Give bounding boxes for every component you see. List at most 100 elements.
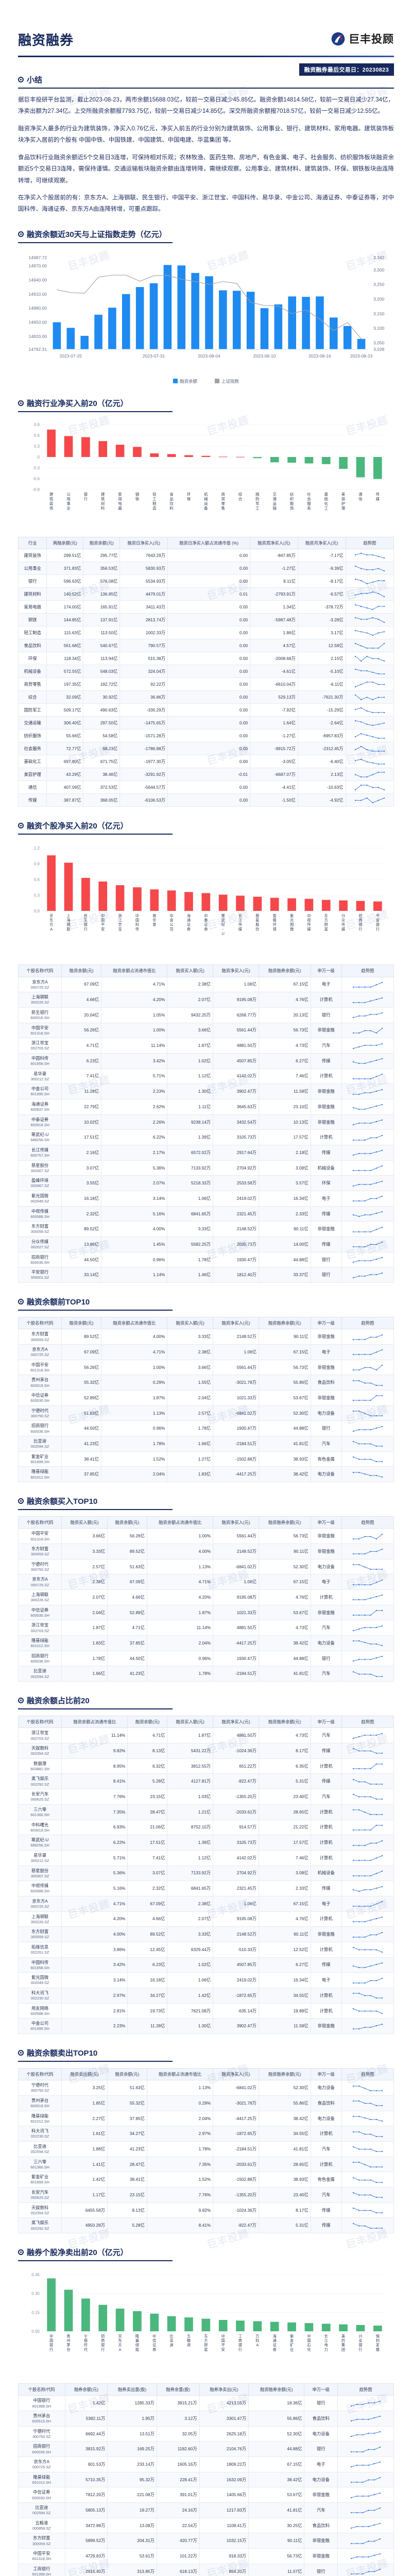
cell-value: 52.89亿 — [61, 1390, 102, 1406]
table-row: 比亚迪 002594.SZ 41.23亿 1.78% 1.66亿 -2184.51万 41.… — [18, 1436, 394, 1452]
short-sell-svg: 0.45 0.30 0.15 0.00 中国银行 贵州茅台 宁德时代 招商银行 京东方 A 隆基绿能… — [31, 2273, 386, 2352]
cell-value: -1.50亿 — [250, 793, 298, 807]
ratio-top20-divider — [18, 1708, 173, 1710]
masthead-divider — [18, 56, 394, 57]
sell-top10-table: 个股名称/代码 融资卖出额(元) 融资余额(元) 融资余额占流通市值比 融资净买入(元)… — [18, 2067, 394, 2233]
cell-value: 2.18亿 — [259, 1144, 311, 1161]
cell-stock-name: 贵州茅台 600519.SH — [18, 2411, 65, 2427]
cell-value: 3815.92万 — [64, 2441, 108, 2458]
cell-value: 2.07亿 — [167, 1911, 214, 1927]
svg-text:京东方A: 京东方 A — [49, 913, 53, 931]
cell-value: 56.73亿 — [259, 1359, 311, 1376]
cell-sparkline — [345, 613, 394, 627]
cell-sparkline — [341, 1405, 394, 1421]
trend-sparkline — [352, 2008, 383, 2014]
cell-sparkline — [337, 2471, 394, 2488]
table-row: 东方财富 300059.SZ 89.52亿 4.00% 3.33亿 2148.52万 90.… — [18, 1329, 394, 1345]
table-row: 中国平安 601318.SH 4729.83万 53.61万 101.22万 918.33… — [18, 2548, 394, 2564]
table-row: 中国平安 601318.SH 56.26亿 1.00% 3.66亿 5561.44万 56.… — [18, 1022, 394, 1039]
cell-stock-name: 招商银行 600036.SH — [18, 1420, 62, 1437]
cell-value: 1.00% — [101, 1359, 168, 1376]
cell-value: 计算机 — [310, 1068, 342, 1084]
cell-sparkline — [341, 1604, 394, 1621]
trend-sparkline — [352, 1134, 383, 1141]
cell-stock-name: 京东方A 000725.SZ — [18, 2456, 65, 2472]
cell-value: 2148.52万 — [213, 1544, 259, 1560]
table-row: 东方财富 300059.SZ 4.00% 89.52亿 3.33亿 2148.52万 90.… — [18, 1926, 394, 1942]
cell-stock-name: 寒武纪-U 688256.SH — [18, 1129, 62, 1145]
cell-stock-name: 贵州茅台 600519.SH — [18, 2095, 62, 2111]
cell-stock-name: 拓维信息 002261.SZ — [18, 1941, 62, 1958]
cell-value: 1.78% — [146, 1666, 214, 1682]
cell-sparkline — [341, 1160, 394, 1176]
trend-sparkline — [352, 1655, 383, 1662]
cell-value: -847.85万 — [250, 549, 298, 563]
cell-value: 1.12亿 — [167, 1068, 214, 1084]
cell-industry: 环保 — [18, 652, 47, 666]
table-row: 寒武纪-U 688256.SH 17.51亿 6.22% 1.39亿 3105.73万 17… — [18, 1129, 394, 1145]
cell-value: 67.09亿 — [107, 1574, 147, 1590]
cell-sparkline — [345, 665, 394, 679]
cell-value: -635.14万 — [213, 2003, 259, 2019]
cell-stock-name: 天娱数科 002354.SZ — [18, 1743, 62, 1759]
svg-text:中国科传: 中国科传 — [135, 913, 139, 931]
cell-sparkline — [345, 677, 394, 691]
table-row: 环保 118.34亿 113.94亿 515.38万 0.00 -2008.68万 2.15… — [18, 652, 394, 666]
bullet-icon — [18, 77, 24, 82]
cell-sparkline — [341, 1451, 394, 1467]
cell-value: -2033.61万 — [213, 2156, 259, 2173]
table-row: 中金公司 601995.SH 2.23% 11.28亿 1.30亿 3902.47万 11.… — [18, 2018, 394, 2034]
cell-stock-name: 民生银行 600016.SH — [18, 1007, 62, 1023]
cell-value: 1.06亿 — [167, 1972, 214, 1988]
ratio-top20-table: 个股名称/代码 融资余额占流通市值比 融资余额(元) 融资买入额(元) 融资净买入(元)… — [18, 1716, 394, 2034]
cell-sparkline — [341, 1206, 394, 1222]
svg-text:盈峰环境: 盈峰环境 — [273, 913, 277, 931]
cell-value: 17.57亿 — [259, 1129, 311, 1145]
cell-value: 1021.33万 — [213, 1390, 259, 1406]
cell-value: 391.01万 — [156, 2487, 200, 2503]
cell-value: 3472.88万 — [64, 2517, 108, 2534]
trend-sparkline — [352, 1471, 383, 1478]
trend30-divider — [18, 242, 173, 243]
stock-buy-heading: 融资个股净买入前20（亿元） — [18, 820, 394, 834]
cell-value: 0.00 — [167, 755, 251, 769]
cell-value: 0.29% — [146, 2095, 214, 2111]
cell-value: -2793.91万 — [250, 587, 298, 601]
svg-text:3,050: 3,050 — [373, 340, 385, 345]
svg-text:1.2: 1.2 — [34, 846, 40, 851]
cell-value: 汽车 — [310, 1436, 342, 1452]
sell-top10-section: 融资余额卖出TOP10 个股名称/代码 融资卖出额(元) 融资余额(元) 融资余额占流… — [0, 2047, 412, 2233]
cell-value: 115.63亿 — [46, 626, 84, 640]
trend-sparkline — [352, 1993, 383, 1999]
cell-value: 16.18亿 — [61, 1190, 102, 1207]
cell-value: 914.57万 — [213, 1819, 259, 1836]
cell-sparkline — [341, 2156, 394, 2173]
cell-value: 0.00 — [167, 574, 251, 588]
cell-stock-name: 宁德时代 300750.SZ — [18, 1405, 62, 1421]
svg-text:0.6: 0.6 — [34, 433, 40, 438]
cell-stock-name: 慈星股份 300307.SZ — [18, 1160, 62, 1176]
trend-sparkline — [352, 1886, 383, 1892]
cell-value: 7621.08万 — [167, 2003, 214, 2019]
svg-text:0.9: 0.9 — [34, 862, 40, 867]
cell-sparkline — [341, 1880, 394, 1896]
svg-text:交通运输: 交通运输 — [273, 492, 277, 511]
cell-value: 2625.18万 — [199, 2426, 249, 2442]
trend-sparkline — [352, 1609, 383, 1616]
cell-value: 食品饮料 — [310, 2095, 342, 2111]
cell-value: -6841.02万 — [213, 2080, 259, 2096]
bullet-icon — [18, 2249, 24, 2255]
table-row: 中国科传 601858.SH 6.23亿 3.42% 1.02亿 4507.85万 6.27… — [18, 1053, 394, 1069]
cell-stock-name: 宁德时代 300750.SZ — [18, 2426, 65, 2442]
cell-value: -1977.30万 — [119, 755, 168, 769]
trend-sparkline — [352, 1349, 383, 1355]
cell-value: 2.04亿 — [61, 1604, 108, 1621]
cell-value: 192.72亿 — [83, 677, 121, 691]
table-row: 隆基绿能 601012.SH 1.83亿 37.85亿 2.04% -4417.25万 38… — [18, 1635, 394, 1651]
cell-value: 6692.44万 — [64, 2426, 108, 2442]
cell-value: 23.40亿 — [259, 1789, 311, 1805]
cell-value: 1812.40万 — [213, 1267, 259, 1283]
cell-value: 4.71% — [101, 1344, 168, 1360]
cell-stock-name: 奥飞娱乐 002292.SZ — [18, 1773, 62, 1790]
cell-value: 2.38亿 — [167, 1895, 214, 1912]
